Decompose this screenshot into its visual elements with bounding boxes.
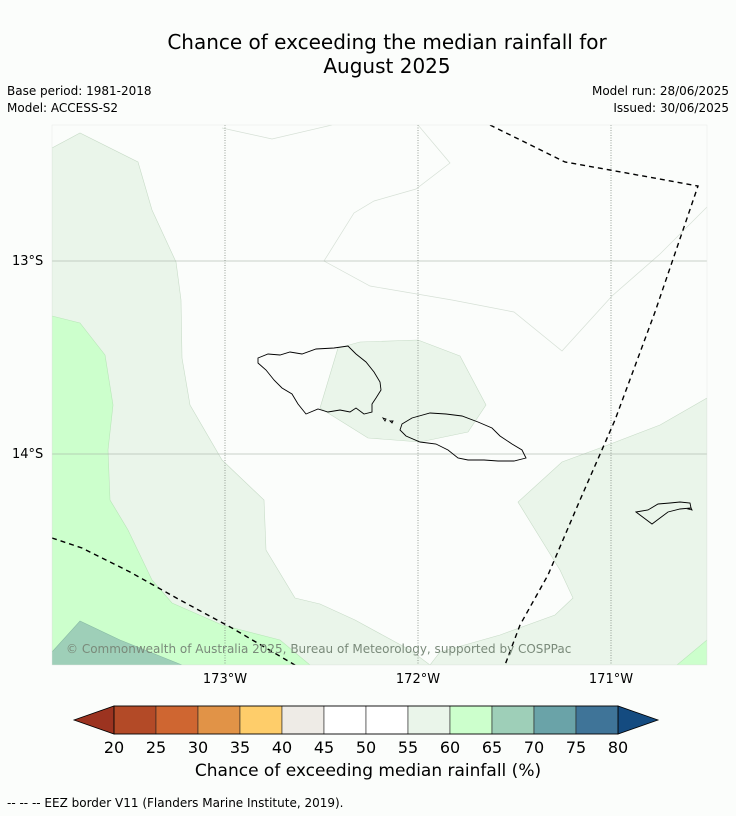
lon-label-172w: 172°W — [396, 672, 440, 687]
model-run: Model run: 28/06/2025 — [591, 84, 729, 98]
colorbar-extend-low — [72, 705, 115, 735]
contour-band-60-65-east — [676, 639, 707, 665]
copyright-text: © Commonwealth of Australia 2025, Bureau… — [66, 642, 571, 656]
colorbar-tick-label: 40 — [272, 738, 292, 757]
colorbar-extend-high — [617, 705, 660, 735]
colorbar-cell — [491, 705, 535, 735]
colorbar-tick-label: 35 — [230, 738, 250, 757]
upolu-island — [399, 412, 527, 462]
colorbar-cell — [197, 705, 241, 735]
contour-band-55-60-central — [319, 339, 487, 443]
colorbar-cell — [407, 705, 451, 735]
lat-label-14s: 14°S — [12, 447, 43, 462]
contour-band-55-60-east — [429, 397, 707, 665]
colorbar-tick-label: 60 — [440, 738, 460, 757]
colorbar-cell — [323, 705, 367, 735]
contour-band-55-60-west — [52, 132, 431, 665]
colorbar-cell — [449, 705, 493, 735]
eez-legend: -- -- -- EEZ border V11 (Flanders Marine… — [7, 796, 344, 810]
graticule — [52, 125, 707, 665]
issued-date: Issued: 30/06/2025 — [613, 101, 729, 115]
colorbar-title: Chance of exceeding median rainfall (%) — [194, 761, 542, 781]
colorbar-tick-label: 50 — [356, 738, 376, 757]
colorbar-cell — [113, 705, 157, 735]
colorbar-cell — [575, 705, 619, 735]
lat-label-13s: 13°S — [12, 254, 43, 269]
contour-band-60-65-west — [52, 315, 311, 665]
model-name: Model: ACCESS-S2 — [7, 101, 119, 115]
lon-label-173w: 173°W — [203, 672, 247, 687]
colorbar-tick-label: 55 — [398, 738, 418, 757]
contour-band-65-70-west — [52, 620, 183, 665]
title-line-1: Chance of exceeding the median rainfall … — [167, 30, 607, 54]
contour-line-north — [221, 125, 707, 352]
colorbar-cell — [239, 705, 283, 735]
meta-left: Base period: 1981-2018 Model: ACCESS-S2 — [7, 83, 152, 117]
map-frame — [51, 124, 708, 666]
aunuu-island — [686, 507, 693, 511]
colorbar-border — [113, 705, 619, 735]
colorbar-tick-label: 70 — [524, 738, 544, 757]
apolima-island — [388, 420, 394, 424]
map-title: Chance of exceeding the median rainfall … — [0, 30, 736, 78]
eez-border — [52, 125, 699, 665]
colorbar-tick-label: 30 — [188, 738, 208, 757]
islands — [257, 345, 693, 525]
rainfall-contours — [52, 125, 707, 665]
colorbar-tick-label: 75 — [566, 738, 586, 757]
colorbar: 20 25 30 35 40 45 50 55 60 65 70 75 80 — [72, 705, 660, 757]
colorbar-cell — [155, 705, 199, 735]
savaii-island — [257, 345, 382, 415]
colorbar-cell — [533, 705, 577, 735]
colorbar-cell — [281, 705, 325, 735]
colorbar-tick-label: 80 — [608, 738, 628, 757]
manono-island — [381, 417, 387, 422]
colorbar-tick-label: 65 — [482, 738, 502, 757]
colorbar-tick-label: 20 — [104, 738, 124, 757]
colorbar-tick-label: 45 — [314, 738, 334, 757]
colorbar-tick-label: 25 — [146, 738, 166, 757]
base-period: Base period: 1981-2018 — [7, 84, 152, 98]
meta-right: Model run: 28/06/2025 Issued: 30/06/2025 — [592, 83, 729, 117]
lon-label-171w: 171°W — [589, 672, 633, 687]
title-line-2: August 2025 — [323, 54, 451, 78]
colorbar-cell — [365, 705, 409, 735]
